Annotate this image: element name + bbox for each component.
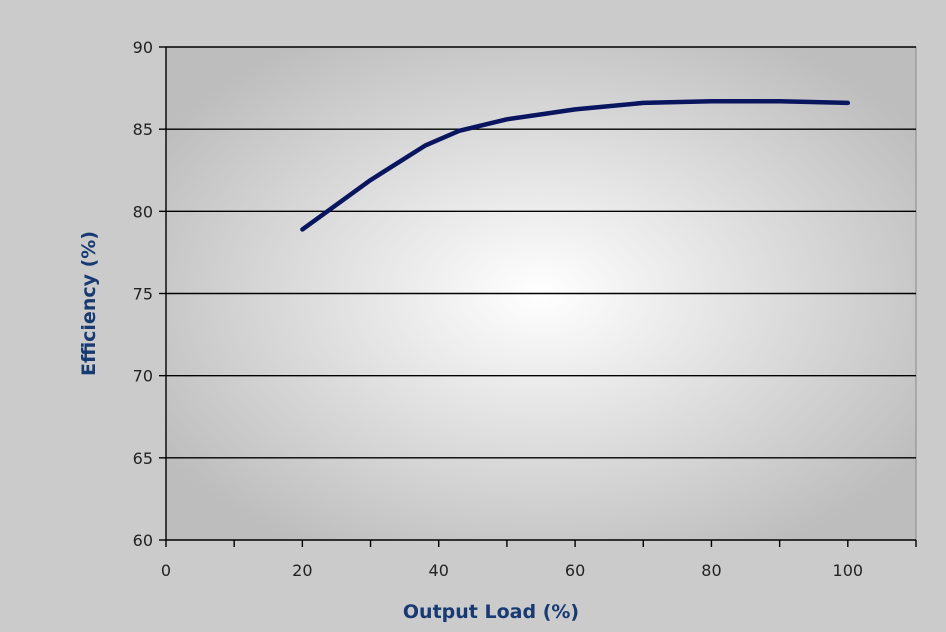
series-line-0 [300, 98, 851, 232]
axes [159, 46, 917, 547]
x-tick-label-80: 80 [701, 561, 721, 580]
y-tick-label-70: 70 [133, 367, 153, 386]
y-tick-label-60: 60 [133, 531, 153, 550]
x-axis-title: Output Load (%) [403, 601, 579, 623]
x-tick-label-60: 60 [565, 561, 585, 580]
x-tick-label-100: 100 [833, 561, 864, 580]
x-tick-label-20: 20 [292, 561, 312, 580]
y-tick-label-65: 65 [133, 449, 153, 468]
gridlines [166, 46, 916, 459]
y-tick-label-80: 80 [133, 202, 153, 221]
y-tick-label-90: 90 [133, 38, 153, 57]
x-tick-labels: 0 20 40 60 80 100 [161, 561, 863, 580]
y-tick-labels: 60 65 70 75 80 85 90 [133, 38, 153, 550]
y-tick-label-75: 75 [133, 285, 153, 304]
series-group [300, 98, 851, 232]
x-tick-label-0: 0 [161, 561, 171, 580]
x-tick-label-40: 40 [429, 561, 449, 580]
y-tick-label-85: 85 [133, 120, 153, 139]
y-axis-title: Efficiency (%) [78, 231, 100, 376]
